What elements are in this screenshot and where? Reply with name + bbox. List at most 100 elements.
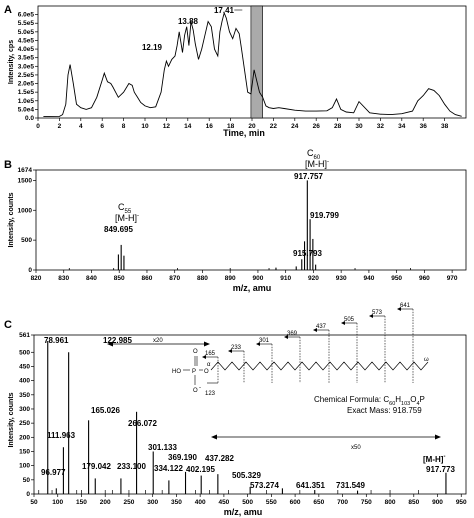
phosphate-o-bottom: O [193,388,198,394]
y-tick-label: 350 [19,392,30,399]
panel-letter-b: B [4,159,12,171]
x-tick-label: 950 [456,499,467,506]
x-tick-label: 600 [290,499,301,506]
x-tick-label: 910 [280,275,291,282]
x-tick-label: 200 [100,499,111,506]
x-tick-label: 6 [100,123,104,130]
x-tick-label: 12 [163,123,171,130]
y-tick-label: 0 [26,491,30,498]
y-tick-label: 250 [19,420,30,427]
fragment-label: 233 [231,345,242,351]
c60-ion: [M-H]- [305,159,329,169]
peak-label-12-19: 12.19 [142,43,163,52]
fragment-label-123: 123 [205,391,216,397]
y-tick-label: 400 [19,378,30,385]
peak-label: 641.351 [296,481,325,490]
x-tick-label: 650 [313,499,324,506]
phosphate-ho: HO [172,369,181,375]
scale-label-x50: x50 [351,445,361,451]
y-tick-label: 2.0e5 [18,81,35,88]
fragment-arrowhead [256,342,260,346]
x-tick-label: 250 [124,499,135,506]
x-tick-label: 350 [171,499,182,506]
peak-label: 165.026 [91,406,120,415]
fragment-arrowhead [341,321,345,325]
y-tick-label: 1.0e5 [18,98,35,105]
x-tick-label: 820 [31,275,42,282]
peak-label: 122.985 [103,336,132,345]
fragment-label: 573 [372,310,383,316]
y-tick-label: 4.0e5 [18,46,35,53]
y-tick-label: 50 [23,477,31,484]
x-tick-label: 700 [337,499,348,506]
y-tick-label: 5.0e5 [18,29,35,36]
x-tick-label: 890 [225,275,236,282]
panel-letter-a: A [4,4,12,16]
panel-c-plot: 78.961 96.977 111.963 122.985 165.026 179.042… [38,336,455,494]
panel-c-xlabel: m/z, amu [224,507,263,517]
panel-c-ylabel: Intensity, counts [8,392,15,447]
peak-label: 179.042 [82,462,111,471]
y-tick-label: 500 [19,349,30,356]
panel-b-xlabel: m/z, amu [233,283,272,293]
fragment-label: 505 [344,317,355,323]
peak-label: 731.549 [336,481,365,490]
panel-b-ticks: 820 830 840 850 860 870 880 890 900 910 920 930 940 9… [18,167,458,282]
x-tick-label: 14 [184,123,192,130]
y-tick-label: 1.5e5 [18,89,35,96]
c55-mz: 849.695 [104,225,133,234]
peak-label: 233.100 [117,462,146,471]
peak-label: 111.963 [47,431,76,440]
scale-arrow-x20 [107,341,210,347]
peak-label: 301.133 [148,443,177,452]
x-tick-label: 18 [227,123,235,130]
x-tick-label: 860 [142,275,153,282]
x-tick-label: 100 [52,499,63,506]
panel-a-ticks: 0 2 4 6 8 10 12 14 16 18 20 22 24 26 28 30 32 34 36 380.05.… [18,12,449,130]
x-tick-label: 920 [308,275,319,282]
x-tick-label: 26 [313,123,321,130]
x-tick-label: 24 [291,123,299,130]
x-tick-label: 940 [363,275,374,282]
fragment-label: 641 [400,303,411,309]
x-tick-label: 550 [266,499,277,506]
peak-label-17-41: 17.41 [214,6,235,15]
x-tick-label: 450 [218,499,229,506]
x-tick-label: 16 [206,123,214,130]
label-919-799: 919.799 [310,211,339,220]
fragment-arrowhead [397,307,401,311]
fragment-label: 165 [205,351,216,357]
x-tick-label: 2 [58,123,62,130]
y-tick-label: 450 [19,363,30,370]
x-tick-label: 870 [169,275,180,282]
y-tick-label: 200 [19,434,30,441]
panel-b-frame [35,169,467,271]
y-tick-label: 0 [28,267,32,274]
peak-label-13-88: 13.88 [178,17,199,26]
peak-label: 573.274 [250,481,279,490]
x-tick-label: 30 [355,123,363,130]
y-tick-label: 1000 [18,207,33,214]
x-tick-label: 900 [432,499,443,506]
y-tick-label: 300 [19,406,30,413]
x-tick-label: 880 [197,275,208,282]
x-tick-label: 850 [114,275,125,282]
c60-mz: 917.757 [294,172,323,181]
y-tick-label: 6.0e5 [18,12,35,19]
peak-label: 266.072 [128,419,157,428]
x-tick-label: 36 [420,123,428,130]
y-tick-label: 1500 [18,177,33,184]
x-tick-label: 38 [441,123,449,130]
omega-label: ω [424,357,429,363]
chromatogram-line [43,11,462,118]
y-tick-label: 150 [19,448,30,455]
x-tick-label: 800 [385,499,396,506]
x-tick-label: 28 [334,123,342,130]
y-tick-label: 4.5e5 [18,37,35,44]
phosphate-charge: - [199,385,201,391]
y-tick-label: 5.5e5 [18,20,35,27]
y-tick-label: 500 [21,237,32,244]
x-tick-label: 750 [361,499,372,506]
isoprene-chain [210,361,429,371]
